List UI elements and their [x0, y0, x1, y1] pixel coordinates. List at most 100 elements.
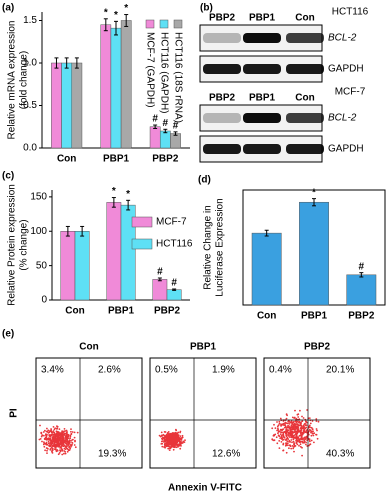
flow-dot — [161, 445, 164, 448]
flow-dot — [74, 439, 76, 442]
y-tick-label: 0.0 — [23, 143, 37, 154]
error-bar — [74, 57, 79, 69]
flow-dot — [47, 440, 50, 443]
flow-dot — [54, 440, 57, 442]
flow-dot — [70, 432, 73, 435]
flow-dot — [295, 442, 298, 445]
flow-dot — [289, 430, 292, 433]
flow-dot — [51, 447, 54, 450]
flow-dot — [279, 437, 282, 440]
flow-dot — [283, 436, 286, 439]
flow-dot — [278, 435, 281, 438]
flow-dot — [60, 431, 62, 434]
flow-dot — [310, 430, 312, 432]
flow-dot — [296, 432, 299, 435]
flow-dot — [66, 445, 68, 448]
flow-dot — [285, 428, 288, 430]
flow-dot — [178, 436, 181, 439]
significance-marker: * — [126, 189, 130, 200]
flow-dot — [160, 443, 163, 445]
flow-frame — [149, 357, 257, 469]
flow-dot — [293, 428, 295, 431]
flow-dot — [49, 430, 51, 433]
flow-dot — [288, 444, 291, 447]
flow-dot — [278, 447, 281, 449]
flow-dot — [294, 409, 296, 412]
flow-dot — [56, 436, 59, 439]
x-tick-label: Con — [257, 311, 276, 322]
flow-dot — [288, 439, 291, 442]
quadrant-ur: 1.9% — [212, 365, 235, 376]
flow-dot — [64, 451, 67, 453]
flow-dot — [57, 437, 60, 440]
flow-dot — [69, 437, 72, 440]
flow-dot — [284, 424, 287, 426]
lane-label: Con — [295, 13, 314, 24]
blot-band — [203, 33, 241, 43]
flow-dot — [308, 430, 310, 433]
flow-dot — [292, 436, 295, 439]
flow-dot — [310, 434, 313, 437]
error-bar — [124, 14, 129, 27]
flow-dot — [297, 431, 300, 433]
flow-dot — [297, 416, 300, 418]
flow-dot — [285, 443, 287, 445]
flow-dot — [53, 433, 56, 436]
blot-band — [203, 64, 241, 74]
flow-dot — [305, 426, 308, 429]
flow-dot — [290, 435, 293, 438]
y-axis-label: (fold change) — [19, 51, 30, 109]
flow-dot — [163, 437, 166, 440]
error-bar — [359, 272, 364, 278]
flow-dot — [174, 431, 177, 434]
flow-dot — [315, 418, 318, 420]
legend-label: MCF-7 (GAPDH) — [144, 32, 155, 108]
y-tick-label: 1.5 — [23, 15, 37, 26]
legend-swatch — [159, 19, 169, 29]
flow-dot — [169, 439, 172, 441]
flow-dot — [301, 454, 303, 457]
error-bar — [153, 124, 158, 129]
flow-dot — [170, 432, 173, 435]
flow-dot — [49, 448, 52, 450]
bar — [251, 232, 282, 306]
flow-dot — [164, 431, 167, 433]
flow-dot — [179, 431, 182, 434]
flow-dot — [285, 430, 287, 433]
flow-dot — [169, 434, 172, 437]
flow-dot — [39, 424, 41, 427]
flow-dot — [69, 435, 72, 438]
flow-dot — [294, 445, 297, 447]
flow-dot — [61, 430, 63, 432]
flow-dot — [316, 437, 319, 440]
flow-dot — [51, 444, 54, 447]
flow-dot — [300, 438, 302, 441]
error-bar — [65, 225, 70, 237]
flow-dot — [56, 427, 58, 430]
flow-dot — [278, 422, 281, 425]
flow-dot — [54, 441, 56, 444]
flow-dot — [296, 420, 299, 423]
flow-dot — [288, 433, 291, 435]
flow-dot — [167, 434, 170, 437]
flow-dot — [50, 441, 53, 444]
flow-title: Con — [79, 342, 98, 353]
blot-row-label: GAPDH — [328, 144, 364, 155]
flow-dot — [165, 442, 168, 445]
flow-dot — [304, 438, 307, 440]
flow-dot — [164, 442, 166, 445]
flow-dot — [298, 434, 301, 437]
flow-dot — [172, 432, 174, 434]
flow-dot — [73, 444, 76, 446]
flow-dot — [56, 443, 59, 446]
flow-dot — [285, 434, 288, 436]
legend-label: MCF-7 — [156, 217, 187, 228]
flow-dot — [165, 434, 168, 436]
panel-label: (c) — [2, 171, 14, 182]
flow-dot — [289, 421, 292, 424]
flow-dot — [287, 421, 290, 423]
flow-dot — [295, 422, 298, 424]
flow-dot — [48, 444, 51, 447]
flow-dot — [285, 451, 288, 454]
flow-dot — [66, 433, 69, 436]
